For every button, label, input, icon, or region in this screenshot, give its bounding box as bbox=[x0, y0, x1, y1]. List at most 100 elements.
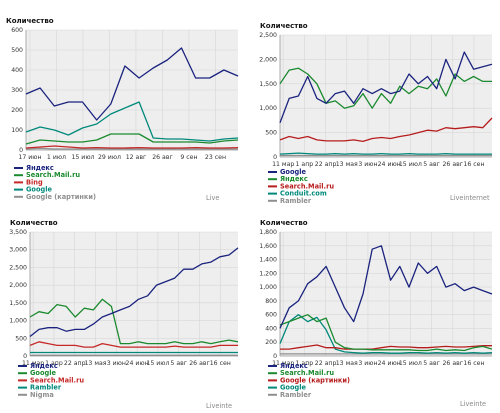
y-tick-label: 100 bbox=[11, 127, 23, 134]
legend-entry: Яндекс bbox=[30, 362, 58, 370]
x-tick-label: 26 авг bbox=[443, 161, 464, 168]
legend-entry: Search.Mail.ru bbox=[280, 182, 334, 190]
chart-svg-bottom-right: Количество 0 200 400 600 800 1,000 1,200 1,400 1,… bbox=[259, 219, 493, 408]
y-tick-label: 1,600 bbox=[259, 243, 277, 250]
y-tick-label: 0 bbox=[273, 353, 277, 360]
y-tick-label: 200 bbox=[11, 107, 23, 114]
x-tick-label: 22 апр bbox=[315, 360, 337, 367]
series-line-search-mail-ru bbox=[29, 341, 238, 348]
chart-panel-bottom-right: Количество 0 200 400 600 800 1,000 1,200 1,400 1,… bbox=[250, 210, 500, 413]
y-tick-label: 3,000 bbox=[9, 247, 27, 254]
x-tick-label: 23 сен bbox=[205, 154, 226, 161]
y-tick-label: 300 bbox=[11, 87, 23, 94]
y-tick-label: 1,800 bbox=[259, 229, 277, 236]
x-tick-label: 26 авг bbox=[152, 154, 173, 161]
y-tick-label: 800 bbox=[265, 298, 277, 305]
y-axis-title: Количество bbox=[10, 219, 58, 227]
legend-entry: Google (картинки) bbox=[26, 193, 96, 201]
y-tick-label: 1,400 bbox=[259, 257, 277, 264]
x-tick-label: 9 сен bbox=[180, 154, 197, 161]
x-tick-label: 22 апр bbox=[64, 360, 86, 367]
x-tick-label: 5 авг bbox=[423, 161, 440, 168]
plot-area bbox=[280, 232, 492, 356]
x-tick-label: 16 сен bbox=[463, 360, 484, 367]
x-tick-label: 15 июл bbox=[399, 161, 422, 168]
series-line-search-mail-ru bbox=[25, 133, 239, 145]
x-tick-label: 16 сен bbox=[463, 161, 484, 168]
y-tick-label: 500 bbox=[11, 47, 23, 54]
legend-entry: Bing bbox=[26, 178, 43, 186]
series-line-google bbox=[279, 314, 493, 354]
y-tick-label: 3,500 bbox=[9, 229, 27, 236]
legend-entry: Nigma bbox=[30, 391, 54, 399]
liveinternet-watermark: Liveinte bbox=[206, 402, 232, 410]
x-tick-label: 13 мая bbox=[336, 161, 358, 168]
x-tick-label: 3 июн bbox=[358, 360, 377, 367]
x-tick-label: 16 сен bbox=[210, 360, 231, 367]
liveinternet-watermark: Liveinternet bbox=[450, 194, 490, 202]
x-tick-label: 29 июл bbox=[98, 154, 121, 161]
x-tick-label: 15 июл bbox=[399, 360, 422, 367]
y-tick-label: 1,000 bbox=[259, 284, 277, 291]
y-tick-label: 2,500 bbox=[9, 264, 27, 271]
legend-entry: Яндекс bbox=[26, 164, 54, 172]
legend-entry: Search.Mail.ru bbox=[26, 171, 80, 179]
y-tick-label: 500 bbox=[15, 335, 27, 342]
series-line-search-mail-ru bbox=[279, 314, 493, 352]
x-tick-label: 1 июл bbox=[47, 154, 66, 161]
y-tick-label: 400 bbox=[265, 325, 277, 332]
x-tick-label: 13 мая bbox=[336, 360, 358, 367]
x-tick-label: 26 авг bbox=[189, 360, 210, 367]
x-tick-label: 5 авг bbox=[170, 360, 187, 367]
series-line-google bbox=[29, 298, 239, 345]
x-tick-label: 15 июл bbox=[71, 154, 94, 161]
legend-entry: Google (картинки) bbox=[280, 376, 350, 384]
x-tick-label: 12 авг bbox=[126, 154, 147, 161]
legend-entry: Яндекс bbox=[280, 175, 308, 183]
x-tick-label: 15 июл bbox=[146, 360, 169, 367]
x-tick-label: 24 июн bbox=[378, 360, 401, 367]
y-tick-label: 1,500 bbox=[9, 300, 27, 307]
y-tick-label: 1,000 bbox=[9, 318, 27, 325]
y-tick-label: 0 bbox=[273, 154, 277, 161]
y-tick-label: 200 bbox=[265, 339, 277, 346]
legend-entry: Яндекс bbox=[280, 362, 308, 370]
legend-entry: Rambler bbox=[30, 384, 62, 392]
chart-panel-top-right: Количество 0 500 1,000 1,500 2,000 2,500 11 мар… bbox=[250, 0, 500, 208]
y-tick-label: 2,000 bbox=[9, 282, 27, 289]
series-line-search-mail-ru bbox=[279, 117, 493, 143]
x-tick-label: 1 апр bbox=[296, 161, 314, 168]
x-tick-label: 11 мар bbox=[22, 360, 44, 367]
series-line-яндекс bbox=[25, 47, 239, 121]
series-line-google bbox=[25, 101, 239, 142]
y-tick-label: 1,000 bbox=[259, 105, 277, 112]
legend-entry: Google bbox=[30, 369, 56, 377]
plot-area bbox=[30, 232, 238, 356]
chart-panel-bottom-left: Количество 0 500 1,000 1,500 2,000 2,500 3,000 3… bbox=[0, 210, 245, 413]
x-tick-label: 11 мар bbox=[272, 161, 294, 168]
x-tick-label: 26 авг bbox=[443, 360, 464, 367]
x-tick-label: 3 июн bbox=[107, 360, 126, 367]
x-tick-label: 24 июн bbox=[126, 360, 149, 367]
legend-entry: Google bbox=[280, 384, 306, 392]
y-tick-label: 0 bbox=[23, 353, 27, 360]
legend-entry: Search.Mail.ru bbox=[30, 376, 84, 384]
y-axis-title: Количество bbox=[6, 17, 54, 25]
series-line-google-картинки- bbox=[280, 344, 492, 350]
legend-entry: Search.Mail.ru bbox=[280, 369, 334, 377]
legend-entry: Rambler bbox=[280, 197, 312, 205]
y-tick-label: 0 bbox=[19, 147, 23, 154]
y-tick-label: 600 bbox=[265, 312, 277, 319]
x-tick-label: 5 авг bbox=[423, 360, 440, 367]
series-line-conduit-com bbox=[279, 152, 492, 155]
x-tick-label: 1 апр bbox=[296, 360, 314, 367]
chart-panel-top-left: Количество 0 100 200 300 400 500 600 17 июн 1 июл… bbox=[0, 0, 245, 208]
chart-svg-top-left: Количество 0 100 200 300 400 500 600 17 июн 1 июл… bbox=[6, 17, 239, 202]
x-tick-label: 11 мар bbox=[272, 360, 294, 367]
chart-svg-top-right: Количество 0 500 1,000 1,500 2,000 2,500 11 мар… bbox=[259, 22, 493, 205]
series-line-google bbox=[279, 51, 493, 124]
y-tick-label: 2,000 bbox=[259, 56, 277, 63]
legend-entry: Rambler bbox=[280, 391, 312, 399]
liveinternet-watermark: Liveinte bbox=[460, 400, 486, 408]
y-tick-label: 1,200 bbox=[259, 270, 277, 277]
